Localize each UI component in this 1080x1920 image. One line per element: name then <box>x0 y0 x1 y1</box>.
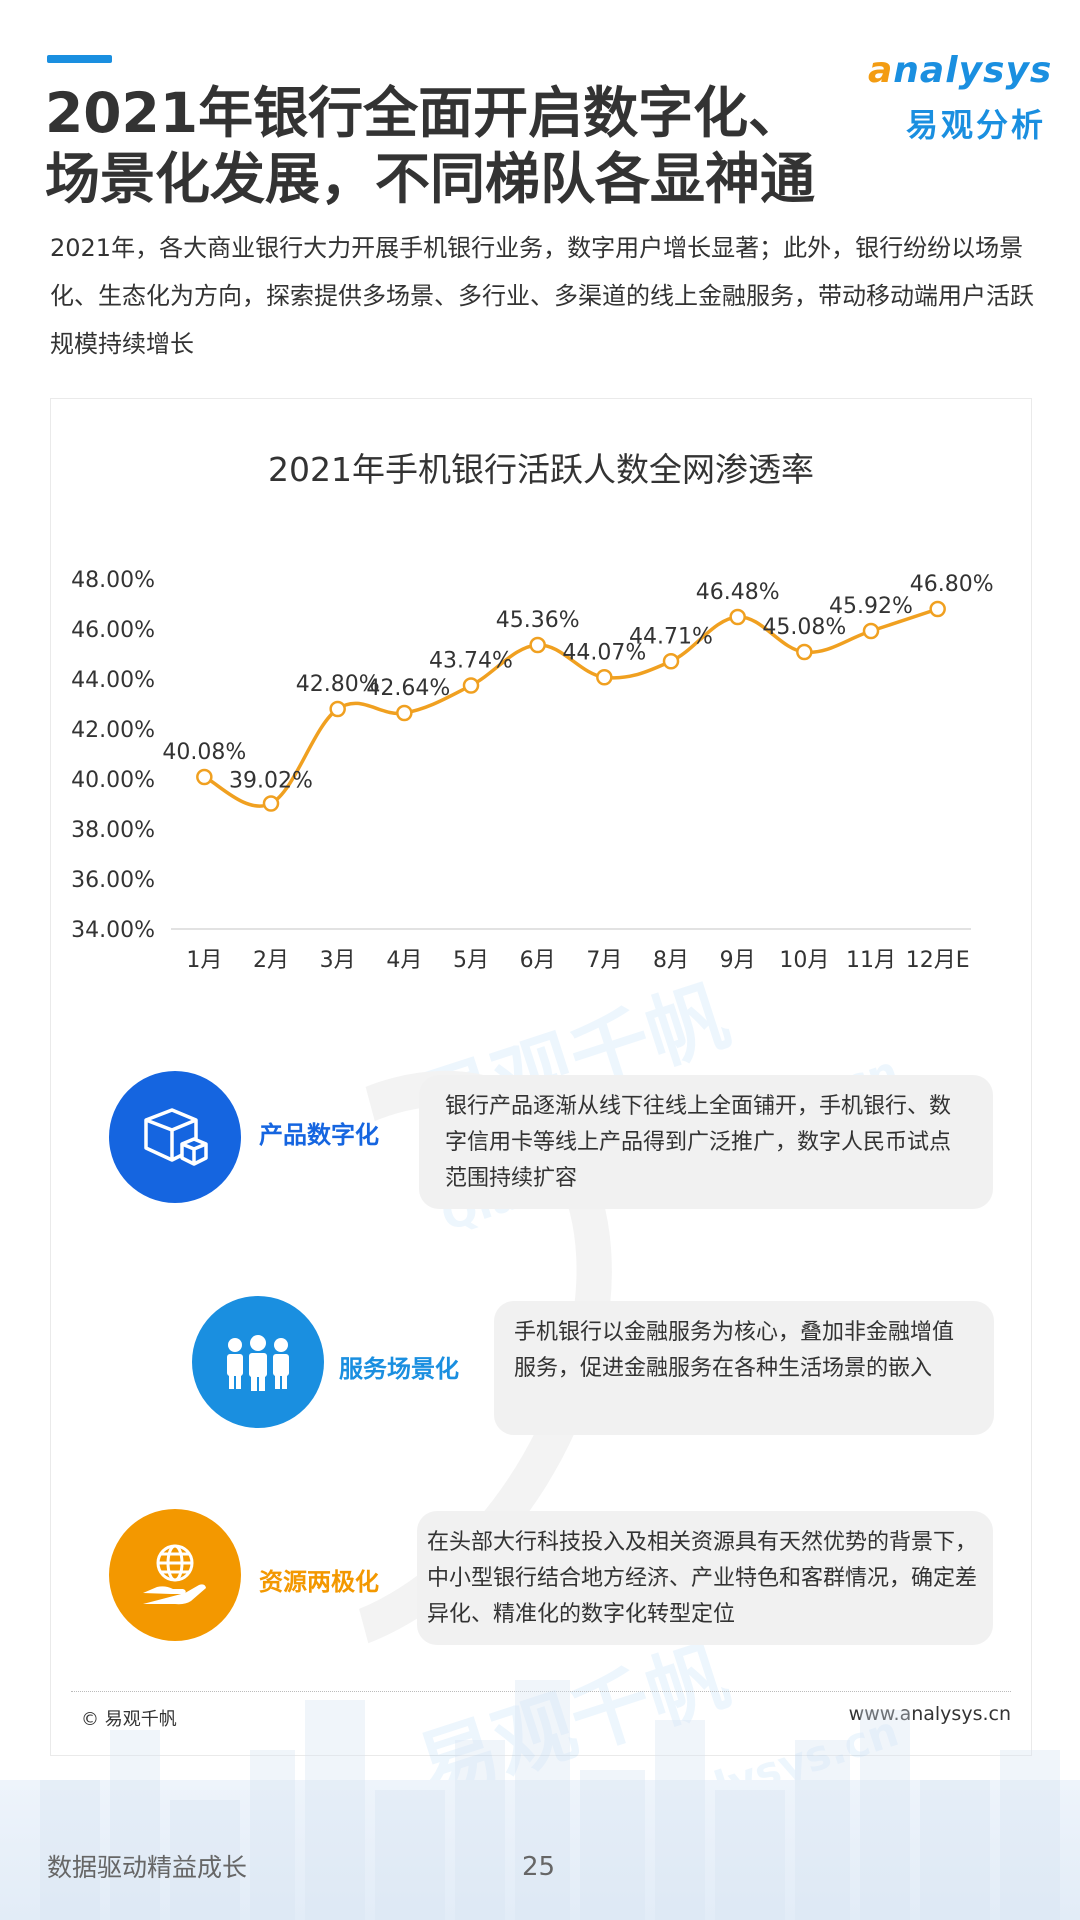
content-card: 易观千帆 Qianfan.analysys.cn 易观千帆 Qianfan.an… <box>21 398 1032 1901</box>
data-label: 45.36% <box>496 608 580 633</box>
data-point <box>262 795 280 812</box>
page-title-line-1: 2021年银行全面开启数字化、 <box>45 81 804 145</box>
data-label: 44.71% <box>629 624 713 649</box>
data-label: 46.48% <box>696 580 780 605</box>
y-tick-label: 34.00% <box>71 918 155 943</box>
people-icon <box>227 1335 289 1391</box>
logo-wordmark: analysys <box>868 50 1053 91</box>
y-tick-label: 38.00% <box>71 818 155 843</box>
y-tick-label: 48.00% <box>71 568 155 593</box>
x-tick-label: 9月 <box>720 948 756 973</box>
data-point <box>196 768 213 786</box>
website-link[interactable]: www.analysys.cn <box>848 1703 1011 1725</box>
feature-2-label: 服务场景化 <box>339 1355 459 1383</box>
data-point <box>862 622 880 640</box>
data-label: 45.08% <box>762 615 846 640</box>
title-accent-bar <box>47 55 112 63</box>
page-title: 2021年银行全面开启数字化、 场景化发展，不同梯队各显神通 <box>45 80 865 212</box>
data-point <box>796 643 813 661</box>
y-tick-label: 42.00% <box>71 718 155 743</box>
data-label: 42.64% <box>366 676 450 701</box>
city-skyline-decoration <box>40 1680 1060 1920</box>
x-tick-label: 4月 <box>386 948 422 973</box>
x-tick-label: 7月 <box>586 948 622 973</box>
footer-background <box>0 1780 1080 1920</box>
y-tick-label: 40.00% <box>71 768 155 793</box>
y-tick-label: 36.00% <box>71 868 155 893</box>
data-point <box>396 704 413 722</box>
feature-3-icon-circle <box>109 1509 241 1641</box>
y-tick-label: 46.00% <box>71 618 155 643</box>
data-label: 39.02% <box>229 769 313 794</box>
feature-2-description: 手机银行以金融服务为核心，叠加非金融增值服务，促进金融服务在各种生活场景的嵌入 <box>494 1301 994 1435</box>
x-tick-label: 12月E <box>906 948 970 973</box>
x-tick-label: 8月 <box>653 948 689 973</box>
x-tick-label: 6月 <box>520 948 556 973</box>
feature-1-description: 银行产品逐渐从线下往线上全面铺开，手机银行、数字信用卡等线上产品得到广泛推广，数… <box>419 1075 993 1209</box>
data-point <box>462 677 480 694</box>
chart-title: 2021年手机银行活跃人数全网渗透率 <box>268 450 814 489</box>
logo-chinese-name: 易观分析 <box>906 106 1047 144</box>
feature-3-label: 资源两极化 <box>259 1568 379 1596</box>
data-label: 45.92% <box>829 594 913 619</box>
x-tick-label: 1月 <box>186 948 222 973</box>
data-label: 44.07% <box>562 640 646 665</box>
footer-slogan: 数据驱动精益成长 <box>47 1853 248 1882</box>
data-label: 43.74% <box>429 649 513 674</box>
data-point <box>729 608 746 626</box>
page-title-line-2: 场景化发展，不同梯队各显神通 <box>45 147 816 211</box>
card-footer-divider <box>71 1691 1011 1692</box>
analysys-logo: analysys 易观分析 <box>868 50 1058 145</box>
penetration-line-chart: 34.00% 36.00% 38.00% 40.00% 42.00% 44.00% 46.0… <box>71 568 994 973</box>
x-tick-label: 10月 <box>779 948 829 973</box>
data-point <box>929 600 946 618</box>
feature-1-icon-circle <box>109 1071 241 1203</box>
x-tick-label: 3月 <box>320 948 356 973</box>
data-point <box>329 700 346 718</box>
y-tick-label: 44.00% <box>71 668 155 693</box>
box-icon <box>144 1108 208 1166</box>
feature-3-description: 在头部大行科技投入及相关资源具有天然优势的背景下，中小型银行结合地方经济、产业特… <box>417 1511 993 1645</box>
feature-2-icon-circle <box>192 1296 324 1428</box>
x-tick-label: 5月 <box>453 948 489 973</box>
data-point <box>662 653 680 670</box>
data-point <box>596 669 613 686</box>
page-subtitle: 2021年，各大商业银行大力开展手机银行业务，数字用户增长显著；此外，银行纷纷以… <box>50 234 1034 358</box>
x-tick-label: 2月 <box>253 948 289 973</box>
feature-1-label: 产品数字化 <box>259 1121 379 1149</box>
page-number: 25 <box>522 1852 556 1882</box>
data-point <box>529 636 546 654</box>
data-label: 46.80% <box>910 572 994 597</box>
data-label: 40.08% <box>162 740 246 765</box>
globe-hand-icon <box>143 1544 206 1605</box>
x-tick-label: 11月 <box>846 948 896 973</box>
data-label: 42.80% <box>296 672 380 697</box>
copyright-text: © 易观千帆 <box>81 1709 177 1730</box>
